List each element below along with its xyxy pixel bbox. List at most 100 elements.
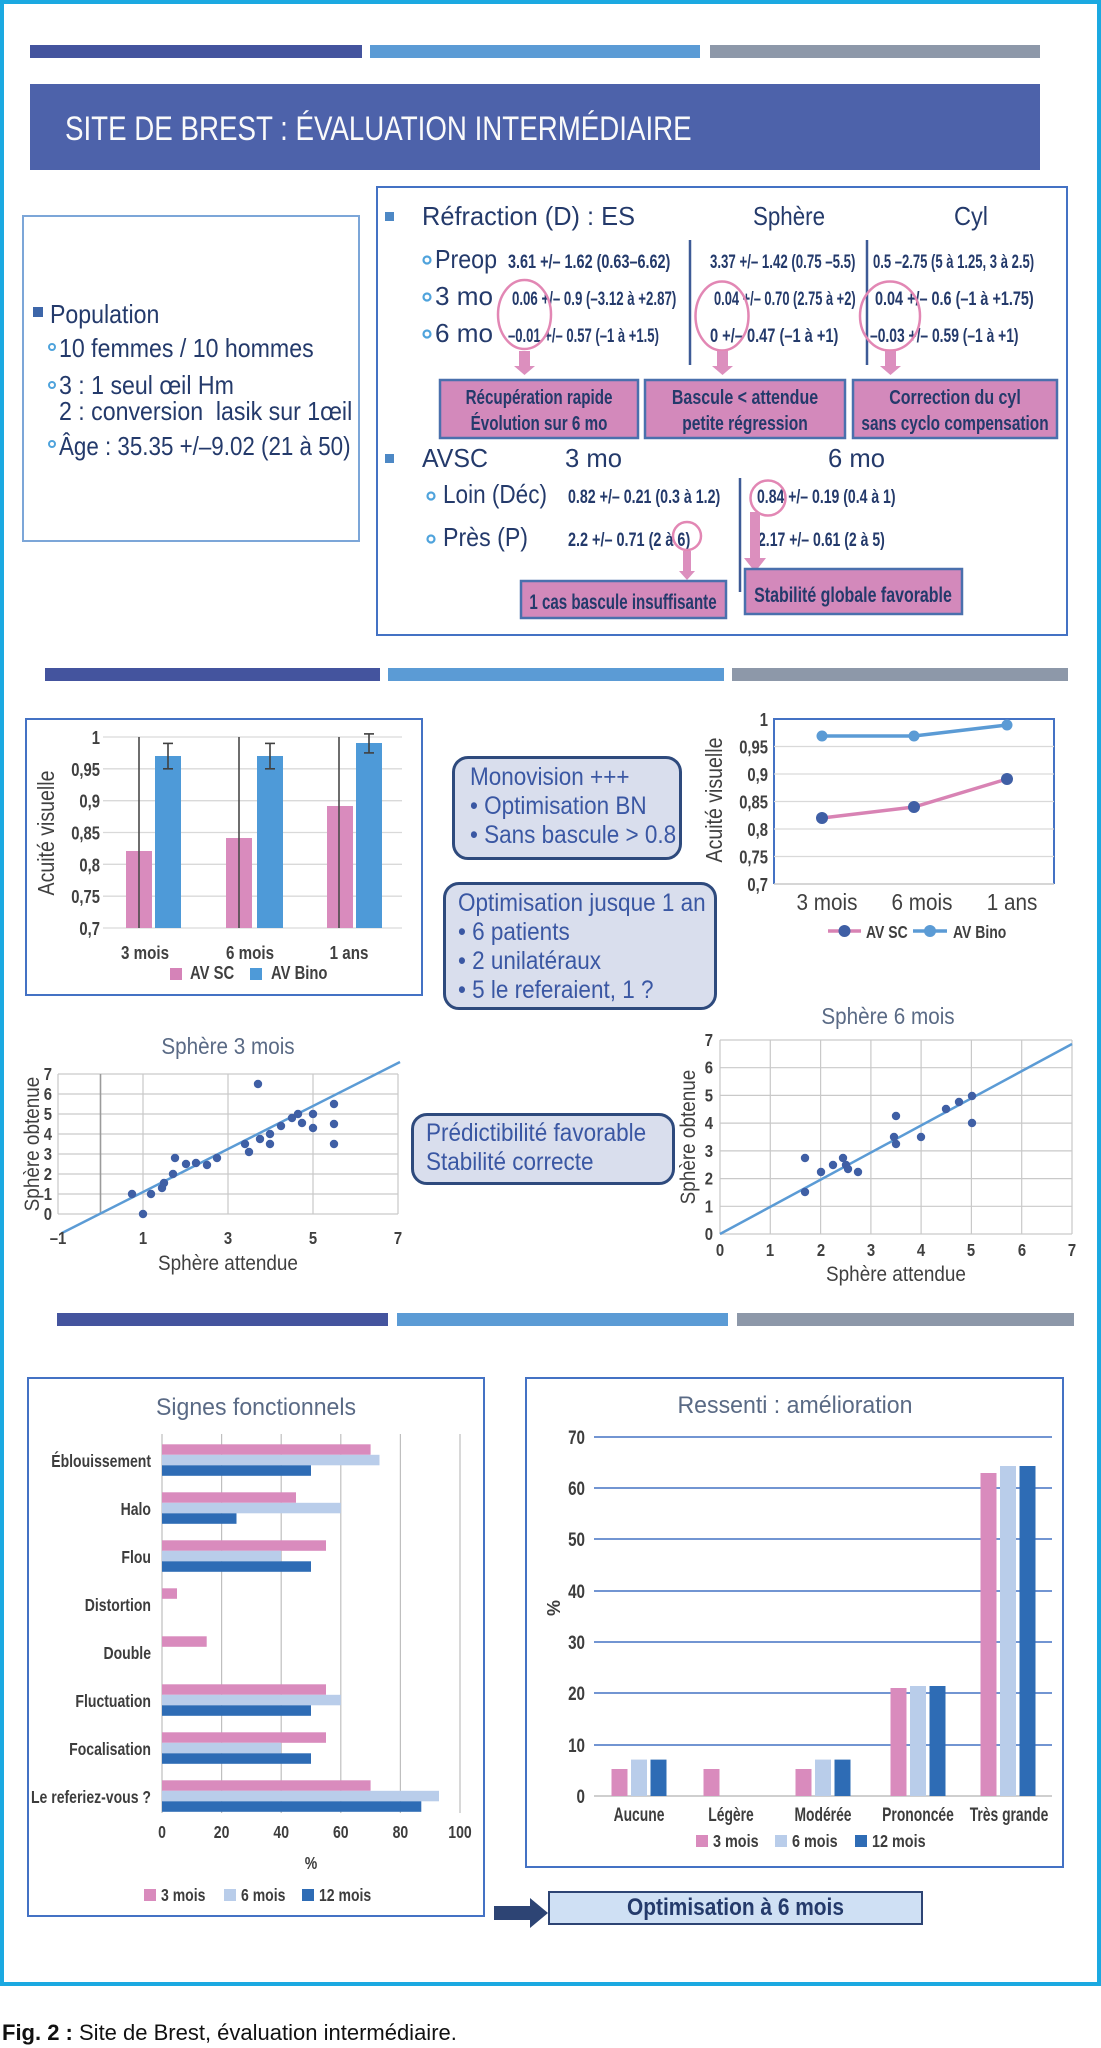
- svg-text:1: 1: [705, 1197, 713, 1216]
- svg-text:0 +/– 0.47 (–1 à +1): 0 +/– 0.47 (–1 à +1): [710, 324, 838, 347]
- svg-text:2: 2: [705, 1170, 713, 1189]
- svg-text:0: 0: [44, 1205, 52, 1224]
- svg-text:20: 20: [214, 1822, 230, 1842]
- svg-text:Près (P): Près (P): [443, 522, 528, 552]
- svg-text:Correction du cyl: Correction du cyl: [889, 386, 1021, 408]
- svg-text:Le referiez-vous ?: Le referiez-vous ?: [31, 1787, 151, 1807]
- svg-text:6 mois: 6 mois: [892, 889, 953, 915]
- svg-text:10: 10: [568, 1734, 585, 1756]
- svg-text:1 ans: 1 ans: [987, 889, 1038, 915]
- svg-text:5: 5: [967, 1241, 975, 1260]
- svg-text:Signes fonctionnels: Signes fonctionnels: [156, 1394, 356, 1421]
- svg-text:Réfraction (D) : ES: Réfraction (D) : ES: [422, 201, 635, 231]
- svg-text:Flou: Flou: [121, 1547, 151, 1567]
- svg-text:4: 4: [705, 1114, 713, 1133]
- svg-text:5: 5: [309, 1229, 317, 1248]
- svg-text:3 mois: 3 mois: [797, 889, 858, 915]
- svg-text:Sphère: Sphère: [753, 201, 825, 231]
- svg-text:Acuité visuelle: Acuité visuelle: [702, 738, 728, 863]
- svg-text:0.84 +/– 0.19 (0.4 à 1): 0.84 +/– 0.19 (0.4 à 1): [757, 486, 896, 508]
- svg-text:Stabilité globale favorable: Stabilité globale favorable: [754, 583, 952, 607]
- svg-text:Récupération rapide: Récupération rapide: [466, 386, 613, 409]
- svg-text:0,7: 0,7: [747, 874, 768, 895]
- svg-text:1: 1: [92, 727, 100, 748]
- svg-text:50: 50: [568, 1528, 585, 1550]
- svg-text:3.37 +/– 1.42 (0.75 –5.5): 3.37 +/– 1.42 (0.75 –5.5): [710, 250, 855, 272]
- svg-text:sans cyclo compensation: sans cyclo compensation: [861, 412, 1048, 434]
- svg-text:7: 7: [44, 1065, 52, 1084]
- svg-text:7: 7: [1068, 1241, 1076, 1260]
- svg-text:0,7: 0,7: [79, 918, 100, 939]
- svg-text:3 mois: 3 mois: [121, 943, 169, 964]
- svg-text:0,95: 0,95: [739, 737, 768, 758]
- svg-text:3 mo: 3 mo: [565, 443, 622, 473]
- svg-text:2: 2: [44, 1165, 52, 1184]
- svg-text:0.5 –2.75 (5 à 1.25, 3 à 2.5): 0.5 –2.75 (5 à 1.25, 3 à 2.5): [873, 250, 1034, 272]
- svg-text:AV Bino: AV Bino: [271, 962, 327, 983]
- svg-text:6: 6: [1018, 1241, 1026, 1260]
- svg-text:Ressenti : amélioration: Ressenti : amélioration: [678, 1392, 913, 1419]
- svg-text:–0.01 +/– 0.57 (–1 à +1.5): –0.01 +/– 0.57 (–1 à +1.5): [508, 324, 659, 346]
- svg-text:Distortion: Distortion: [85, 1595, 151, 1615]
- svg-text:30: 30: [568, 1631, 585, 1653]
- svg-text:Bascule < attendue: Bascule < attendue: [672, 386, 818, 408]
- svg-text:Halo: Halo: [121, 1499, 152, 1519]
- svg-text:Double: Double: [103, 1643, 151, 1663]
- svg-text:12 mois: 12 mois: [319, 1885, 371, 1905]
- svg-text:0,8: 0,8: [747, 819, 768, 840]
- svg-text:1 ans: 1 ans: [330, 943, 369, 964]
- svg-text:Modérée: Modérée: [794, 1804, 851, 1826]
- svg-text:6 mo: 6 mo: [435, 318, 493, 348]
- svg-text:AV Bino: AV Bino: [953, 924, 1007, 943]
- svg-text:2.17 +/– 0.61 (2 à 5): 2.17 +/– 0.61 (2 à 5): [758, 529, 885, 551]
- svg-text:7: 7: [705, 1031, 713, 1050]
- svg-text:4: 4: [44, 1125, 52, 1144]
- svg-text:12 mois: 12 mois: [872, 1832, 926, 1852]
- svg-text:Sphère obtenue: Sphère obtenue: [677, 1070, 700, 1205]
- svg-text:Sphère 3 mois: Sphère 3 mois: [161, 1033, 294, 1060]
- svg-text:6 mois: 6 mois: [241, 1885, 285, 1905]
- svg-text:0,9: 0,9: [79, 791, 100, 812]
- svg-text:2: 2: [817, 1241, 825, 1260]
- svg-text:Éblouissement: Éblouissement: [51, 1450, 151, 1471]
- svg-text:Focalisation: Focalisation: [69, 1739, 151, 1759]
- svg-text:Sphère obtenue: Sphère obtenue: [21, 1077, 44, 1212]
- svg-text:40: 40: [273, 1822, 289, 1842]
- svg-text:0.04 +/– 0.70 (2.75 à +2): 0.04 +/– 0.70 (2.75 à +2): [714, 287, 856, 309]
- svg-text:0: 0: [705, 1225, 713, 1244]
- svg-text:Légère: Légère: [708, 1804, 753, 1826]
- svg-text:7: 7: [394, 1229, 402, 1248]
- svg-text:Sphère attendue: Sphère attendue: [158, 1252, 298, 1275]
- svg-text:100: 100: [448, 1822, 471, 1842]
- svg-text:6 mois: 6 mois: [226, 943, 274, 964]
- svg-text:Fluctuation: Fluctuation: [75, 1691, 151, 1711]
- svg-text:3: 3: [44, 1145, 52, 1164]
- svg-text:1: 1: [766, 1241, 774, 1260]
- svg-text:1: 1: [760, 709, 768, 730]
- svg-text:Cyl: Cyl: [954, 201, 988, 231]
- svg-text:Très grande: Très grande: [970, 1804, 1049, 1826]
- svg-text:0: 0: [577, 1785, 585, 1807]
- svg-text:%: %: [544, 1600, 564, 1616]
- svg-text:0.04 +/– 0.6 (–1 à +1.75): 0.04 +/– 0.6 (–1 à +1.75): [875, 287, 1034, 310]
- svg-text:3: 3: [867, 1241, 875, 1260]
- svg-text:6: 6: [705, 1059, 713, 1078]
- svg-text:0,75: 0,75: [739, 847, 768, 868]
- svg-text:Prononcée: Prononcée: [882, 1804, 954, 1826]
- svg-text:–1: –1: [50, 1229, 67, 1248]
- svg-text:%: %: [305, 1853, 317, 1873]
- svg-text:60: 60: [333, 1822, 349, 1842]
- svg-text:1 cas bascule insuffisante: 1 cas bascule insuffisante: [529, 589, 716, 613]
- svg-text:0,75: 0,75: [71, 887, 100, 908]
- svg-text:Acuité visuelle: Acuité visuelle: [34, 771, 60, 896]
- svg-text:3: 3: [705, 1142, 713, 1161]
- svg-text:3 mois: 3 mois: [161, 1885, 205, 1905]
- svg-text:Sphère 6 mois: Sphère 6 mois: [821, 1003, 954, 1030]
- svg-text:20: 20: [568, 1682, 585, 1704]
- svg-text:0: 0: [716, 1241, 724, 1260]
- svg-text:6: 6: [44, 1085, 52, 1104]
- svg-text:0: 0: [158, 1822, 166, 1842]
- svg-text:0,95: 0,95: [71, 759, 100, 780]
- svg-text:–0.03 +/– 0.59 (–1 à +1): –0.03 +/– 0.59 (–1 à +1): [870, 325, 1019, 347]
- svg-text:Évolution sur 6 mo: Évolution sur 6 mo: [471, 411, 608, 435]
